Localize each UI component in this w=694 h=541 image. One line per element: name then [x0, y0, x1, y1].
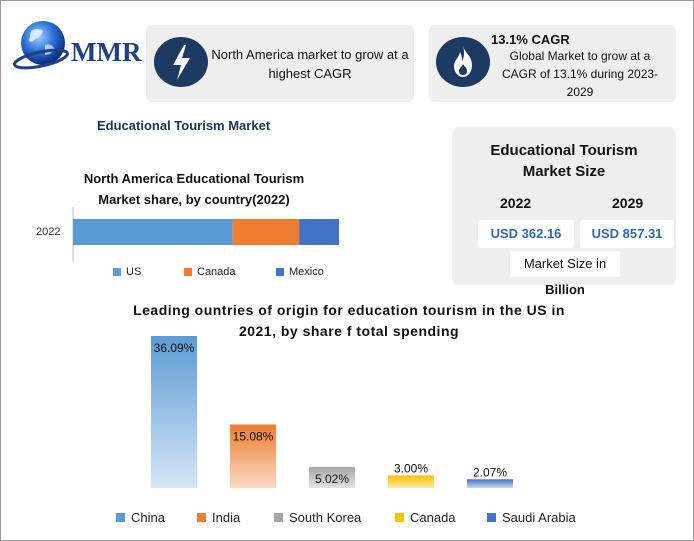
legend-canada-2: Canada: [395, 510, 456, 525]
legend-us-label: US: [126, 266, 142, 278]
legend-mexico-swatch: [276, 268, 284, 277]
logo-text: MMR: [71, 37, 142, 67]
legend-mexico-label: Mexico: [289, 266, 324, 278]
legend-saudi-arabia: Saudi Arabia: [487, 510, 576, 525]
chart2-value-label-china: 36.09%: [154, 341, 195, 355]
legend-canada: Canada: [184, 266, 236, 278]
legend-us-swatch: [113, 268, 121, 277]
legend-south-korea-swatch: [274, 513, 283, 523]
chart2-value-label-canada: 3.00%: [394, 461, 428, 475]
globe-icon: [13, 21, 69, 70]
lightning-bolt-icon: [154, 37, 208, 87]
north-america-text: North America market to grow at a highes…: [211, 47, 409, 81]
page-title: Educational Tourism Market: [97, 118, 271, 133]
chart2-value-label-south-korea: 5.02%: [315, 472, 349, 486]
legend-saudi-arabia-swatch: [487, 513, 496, 523]
legend-china: China: [116, 510, 165, 525]
year-2029: 2029: [612, 195, 644, 211]
chart2-bar-canada: [388, 475, 434, 488]
chart1-bar-canada: [232, 219, 300, 245]
chart1-title: North America Educational Tourism Market…: [83, 171, 305, 207]
legend-canada-2-label: Canada: [410, 510, 456, 525]
value-2022: USD 362.16: [478, 220, 574, 248]
legend-canada-swatch: [184, 268, 192, 277]
chart2-title: Leading ountries of origin for education…: [133, 302, 565, 339]
legend-india-swatch: [197, 513, 206, 523]
chart2-svg: 36.09% 15.08% 5.02% 3.00% 2.07%: [151, 336, 513, 488]
chart2-bar-china: [151, 336, 197, 488]
mmr-logo: MMR: [13, 15, 142, 79]
legend-india-label: India: [212, 510, 241, 525]
legend-canada-label: Canada: [197, 266, 236, 278]
year-2022: 2022: [500, 195, 532, 211]
legend-china-swatch: [116, 513, 125, 523]
legend-mexico: Mexico: [276, 266, 324, 278]
legend-south-korea-label: South Korea: [289, 510, 362, 525]
market-size-title: Educational Tourism Market Size: [490, 142, 638, 180]
cagr-heading: 13.1% CAGR: [491, 32, 570, 47]
unit-prefix: Market Size in: [523, 256, 607, 271]
unit-label: Market Size in Billion: [510, 251, 620, 297]
chart2-bar-south-korea: [309, 466, 355, 488]
market-size-card: Educational Tourism Market Size 2022 202…: [452, 127, 676, 297]
legend-canada-2-swatch: [395, 513, 404, 523]
legend-us: US: [113, 266, 141, 278]
chart2-bar-saudi-arabia: [467, 479, 513, 488]
north-america-card: North America market to grow at a highes…: [146, 25, 414, 102]
chart2-bar-india: [230, 424, 276, 488]
legend-saudi-arabia-label: Saudi Arabia: [502, 510, 576, 525]
chart1-svg: 2022: [36, 207, 339, 262]
legend-south-korea: South Korea: [274, 510, 361, 525]
value-2029: USD 857.31: [580, 220, 674, 248]
legend-india: India: [197, 510, 240, 525]
cagr-text: Global Market to grow at a CAGR of 13.1%…: [501, 49, 659, 99]
chart1-category-label: 2022: [36, 226, 60, 238]
flame-icon: [436, 37, 490, 87]
unit-bold: Billion: [545, 282, 585, 297]
cagr-card: 13.1% CAGR Global Market to grow at a CA…: [429, 25, 676, 102]
chart1-bar-mexico: [299, 219, 339, 245]
chart2-value-label-saudi-arabia: 2.07%: [473, 465, 507, 479]
chart2-value-label-india: 15.08%: [233, 429, 274, 443]
chart1-bar-us: [73, 219, 233, 245]
legend-china-label: China: [131, 510, 165, 525]
